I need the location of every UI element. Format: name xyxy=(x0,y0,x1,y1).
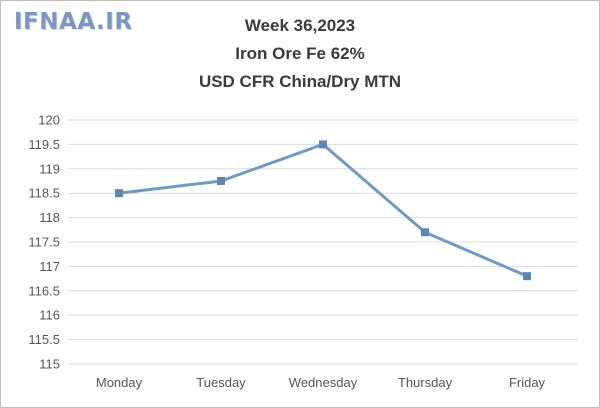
series-line xyxy=(118,142,528,278)
y-tick-label: 120 xyxy=(38,113,60,128)
y-tick-label: 119 xyxy=(39,161,60,176)
y-tick-label: 116.5 xyxy=(28,283,60,298)
x-tick-label: Friday xyxy=(509,375,546,390)
watermark-logo: IFNAA.IR xyxy=(14,9,133,35)
y-tick-label: 116 xyxy=(39,308,60,323)
y-tick-label: 117.5 xyxy=(28,235,60,250)
y-tick-label: 119.5 xyxy=(28,137,60,152)
y-tick-label: 115.5 xyxy=(28,332,60,347)
x-tick-label: Wednesday xyxy=(289,375,358,390)
data-point xyxy=(523,272,531,281)
data-point xyxy=(319,140,327,149)
x-axis-ticks: Monday Tuesday Wednesday Thursday Friday xyxy=(96,375,546,390)
title-line-week: Week 36,2023 xyxy=(244,16,356,35)
x-tick-label: Tuesday xyxy=(196,375,246,390)
gridlines xyxy=(68,119,578,365)
y-tick-label: 118.5 xyxy=(28,186,60,201)
title-line-product: Iron Ore Fe 62% xyxy=(235,44,365,63)
title-line-unit: USD CFR China/Dry MTN xyxy=(198,72,402,91)
y-tick-label: 117 xyxy=(39,259,60,274)
data-point xyxy=(217,177,225,185)
y-axis-ticks: 115 115.5 116 116.5 117 117.5 118 118.5 119 119.5… xyxy=(28,113,60,372)
y-tick-label: 115 xyxy=(39,357,60,372)
series-group xyxy=(115,140,531,281)
data-point xyxy=(115,189,123,198)
y-tick-label: 118 xyxy=(39,210,60,225)
x-tick-label: Thursday xyxy=(398,375,453,390)
x-tick-label: Monday xyxy=(96,375,143,390)
data-point xyxy=(421,228,429,237)
chart-title: Week 36,2023 Iron Ore Fe 62% USD CFR Chi… xyxy=(0,12,600,96)
